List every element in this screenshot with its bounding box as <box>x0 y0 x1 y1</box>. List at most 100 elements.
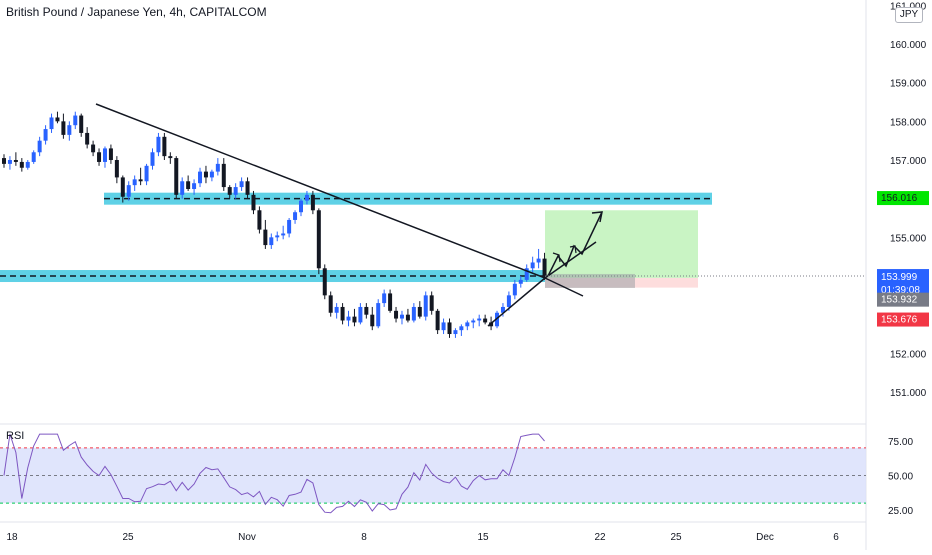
candle-body <box>417 306 422 317</box>
time-axis-label: 18 <box>6 532 18 543</box>
projection-arrow-path[interactable] <box>547 211 603 277</box>
candle-body <box>114 160 119 178</box>
candle-body <box>411 306 416 321</box>
resistance-price-tag-bg <box>877 191 929 206</box>
rsi-scale-label: 75.00 <box>888 437 913 448</box>
candle-body <box>221 163 226 188</box>
breakout-line[interactable] <box>544 277 584 297</box>
countdown-tag: 01:39:08 <box>881 285 920 296</box>
candle-body <box>245 181 250 195</box>
time-axis-label: 25 <box>122 532 134 543</box>
candle-body <box>251 194 256 211</box>
price-scale-label: 151.000 <box>890 388 927 399</box>
candle-body <box>25 161 30 168</box>
trend-drawings <box>95 103 866 327</box>
price-scale-label: 152.000 <box>890 349 927 360</box>
candle-body <box>542 258 547 277</box>
currency-badge[interactable]: JPY <box>895 7 923 23</box>
candle-body <box>376 303 381 327</box>
candle-body <box>310 194 315 211</box>
axes: 161.000 160.000 159.000 158.000 157.000 155.0… <box>6 1 929 543</box>
candle-body <box>49 117 54 130</box>
candle-body <box>518 279 523 284</box>
candle-body <box>257 210 262 230</box>
price-scale-label: 161.000 <box>890 1 927 12</box>
candle-body <box>299 200 303 213</box>
candle-body <box>186 181 191 190</box>
price-scale-label: 157.000 <box>890 156 927 167</box>
stop-price-tag: 153.676 <box>881 315 918 326</box>
candle-body <box>506 295 511 307</box>
candle-body <box>399 314 404 319</box>
candle-body <box>233 187 238 195</box>
time-axis-label: 8 <box>361 532 367 543</box>
candle-body <box>495 312 500 327</box>
candle-body <box>293 212 298 220</box>
candle-body <box>465 322 470 327</box>
candle-body <box>453 330 458 335</box>
price-scale-label: 158.000 <box>890 117 927 128</box>
candle-body <box>322 268 327 296</box>
candlestick-series <box>2 111 547 338</box>
descending-trendline[interactable] <box>95 103 546 279</box>
candle-body <box>108 148 113 161</box>
candle-body <box>215 163 220 172</box>
last-price-tag-bg <box>877 269 929 298</box>
candle-body <box>85 132 90 145</box>
candle-body <box>7 160 12 164</box>
resistance-price-tag: 156.016 <box>881 193 918 204</box>
ascending-trendline[interactable] <box>487 277 546 327</box>
prev-price-tag-bg <box>877 292 929 307</box>
candle-body <box>500 306 505 313</box>
candle-body <box>275 235 280 238</box>
rsi-pane <box>0 433 866 514</box>
projection-line[interactable] <box>544 241 597 279</box>
candle-body <box>346 316 351 321</box>
price-scale-label: 160.000 <box>890 40 927 51</box>
candle-body <box>73 115 78 126</box>
candle-body <box>239 181 244 188</box>
candle-body <box>126 185 131 197</box>
candle-body <box>471 320 476 323</box>
price-scale-label: 155.000 <box>890 233 927 244</box>
candle-body <box>459 326 464 331</box>
candle-body <box>79 115 84 133</box>
candle-body <box>364 306 369 315</box>
candle-body <box>156 136 161 153</box>
rsi-scale-label: 25.00 <box>888 506 913 517</box>
candle-body <box>263 229 268 246</box>
candle-body <box>67 125 72 135</box>
arrow-head-small <box>552 252 561 263</box>
time-axis-label: 25 <box>670 532 682 543</box>
candle-body <box>304 194 309 201</box>
candle-body <box>441 322 446 331</box>
candle-body <box>269 237 274 246</box>
candle-body <box>530 262 535 269</box>
candle-body <box>174 158 179 195</box>
candle-body <box>388 293 393 311</box>
stop-price-tag-bg <box>877 312 929 327</box>
candle-body <box>61 121 66 135</box>
candle-body <box>150 152 155 166</box>
time-axis-label: 15 <box>477 532 489 543</box>
time-axis-label: 6 <box>833 532 839 543</box>
entry-marker <box>545 273 635 288</box>
candle-body <box>37 140 42 153</box>
candle-body <box>102 148 107 162</box>
target-box[interactable] <box>545 210 698 278</box>
candle-body <box>340 306 345 321</box>
candle-body <box>477 318 482 321</box>
price-scale-label: 159.000 <box>890 79 927 90</box>
prev-price-tag: 153.932 <box>881 295 918 306</box>
rsi-label: RSI <box>6 430 25 442</box>
candle-body <box>334 306 339 313</box>
candle-body <box>91 144 96 153</box>
candle-body <box>198 171 203 184</box>
time-axis-label: Nov <box>238 532 256 543</box>
candle-body <box>13 160 18 162</box>
candle-body <box>358 306 363 323</box>
candle-body <box>447 322 452 335</box>
candle-body <box>370 314 375 327</box>
